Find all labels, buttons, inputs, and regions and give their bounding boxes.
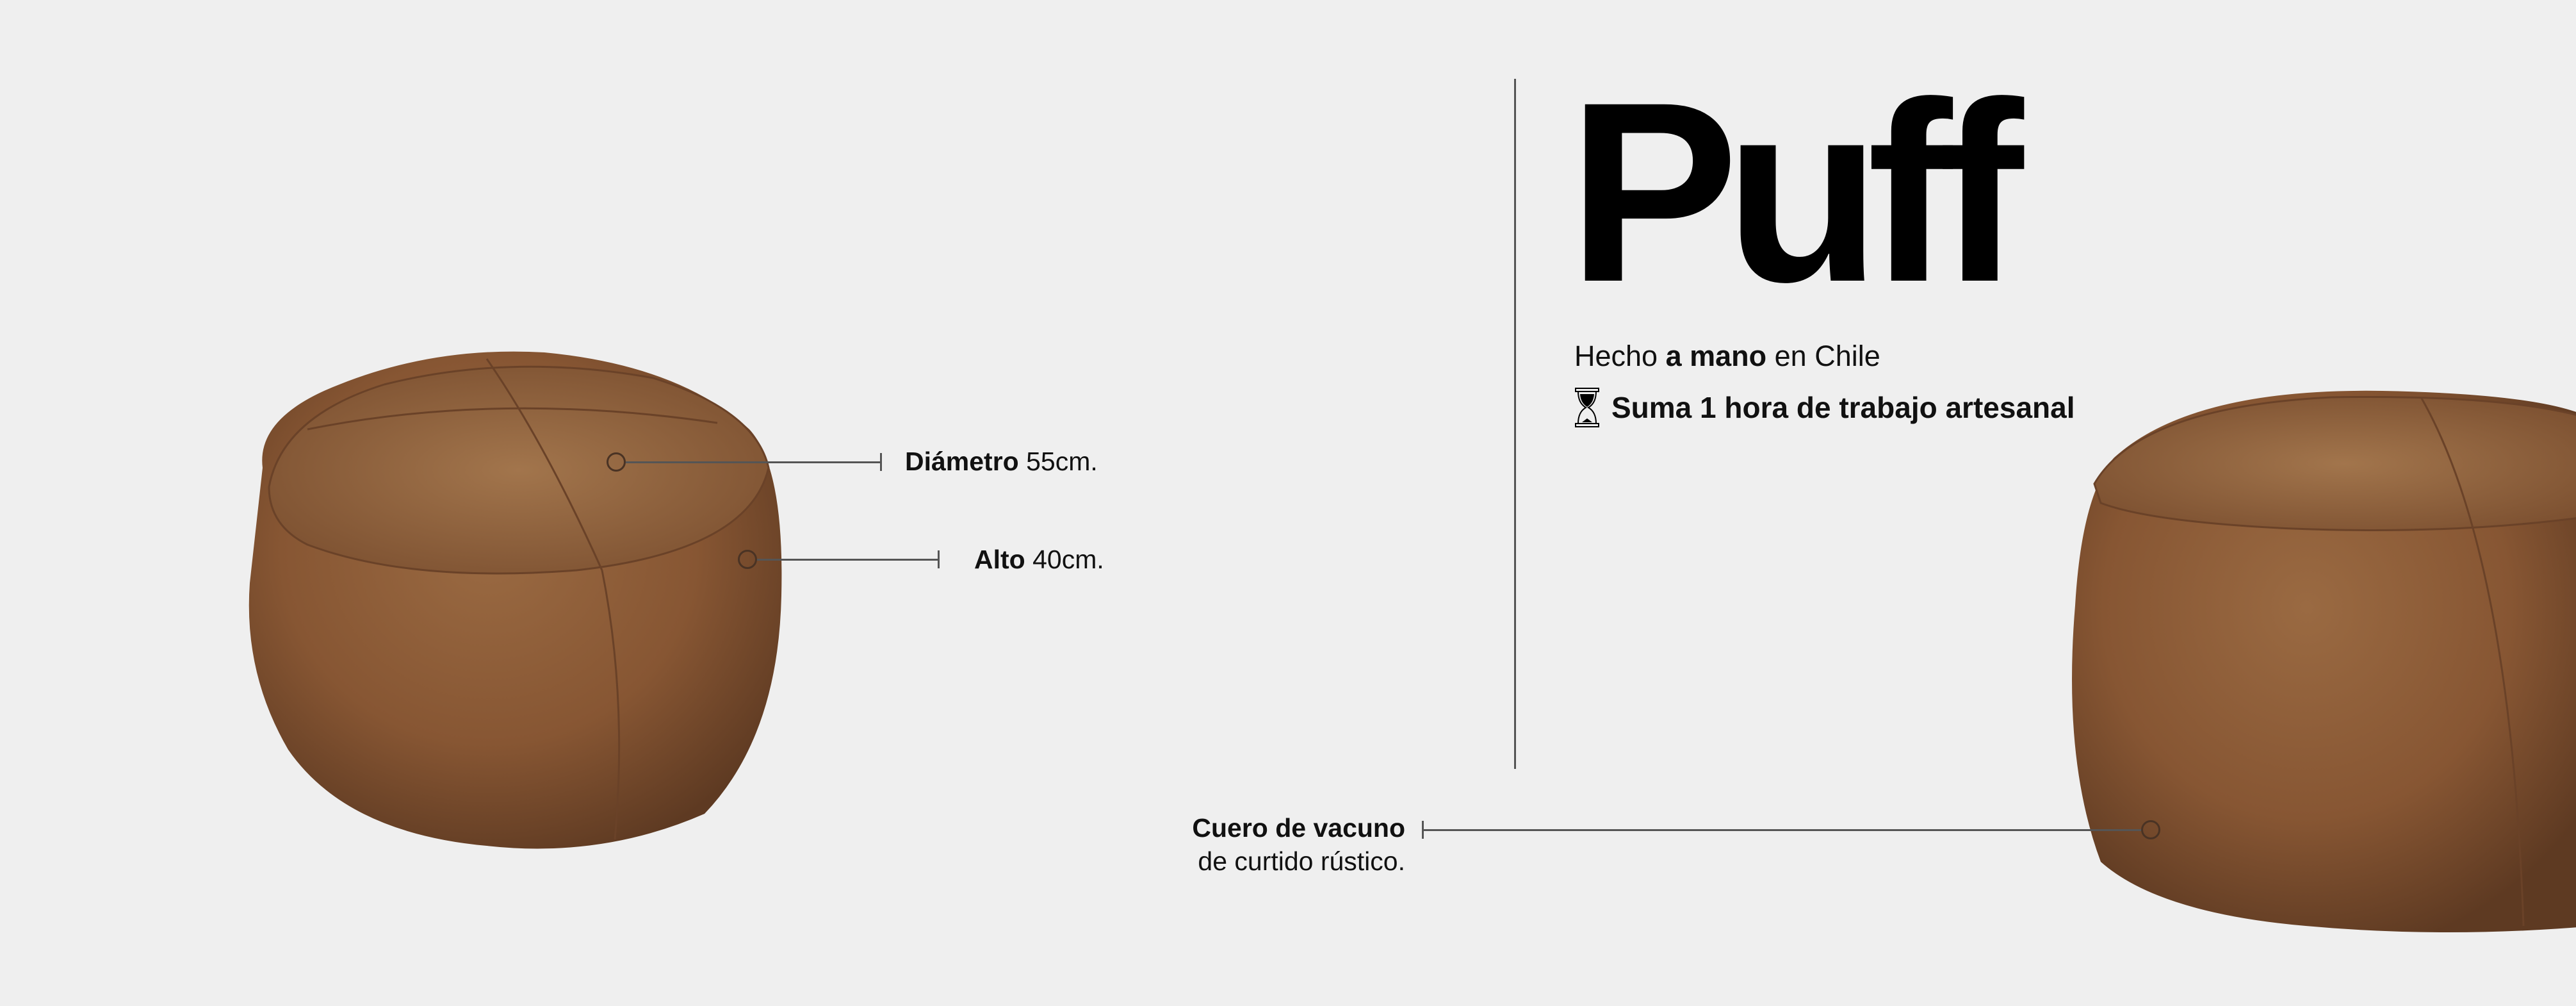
hourglass-icon <box>1575 388 1599 427</box>
height-leader-line <box>757 559 938 561</box>
vertical-divider <box>1514 79 1516 769</box>
material-label: Cuero de vacuno de curtido rústico. <box>1192 811 1405 878</box>
diameter-marker <box>607 452 626 472</box>
diameter-leader-tick <box>880 453 882 471</box>
work-hours-text: Suma 1 hora de trabajo artesanal <box>1611 391 2075 424</box>
material-marker <box>2141 820 2160 839</box>
material-leader-line <box>1423 829 2141 831</box>
diameter-value: 55cm. <box>1026 447 1098 476</box>
made-in-text: Hecho a mano en Chile <box>1574 340 1880 373</box>
made-in-prefix: Hecho <box>1574 340 1658 372</box>
height-value: 40cm. <box>1032 545 1104 574</box>
diameter-label-bold: Diámetro <box>905 447 1019 476</box>
height-label-bold: Alto <box>974 545 1025 574</box>
pouf-front-image <box>249 351 782 849</box>
material-label-bold: Cuero de vacuno <box>1192 813 1405 843</box>
pouf-side-image <box>2072 390 2576 932</box>
height-marker <box>738 550 757 569</box>
height-leader-tick <box>938 550 940 568</box>
made-in-suffix: en Chile <box>1774 340 1880 372</box>
height-label: Alto 40cm. <box>974 545 1104 575</box>
page-title: Puff <box>1568 49 2024 335</box>
work-hours-row: Suma 1 hora de trabajo artesanal <box>1574 388 2075 427</box>
diameter-leader-line <box>626 461 881 463</box>
made-in-bold: a mano <box>1665 340 1767 372</box>
diameter-label: Diámetro 55cm. <box>905 447 1098 477</box>
material-detail: de curtido rústico. <box>1198 846 1405 876</box>
